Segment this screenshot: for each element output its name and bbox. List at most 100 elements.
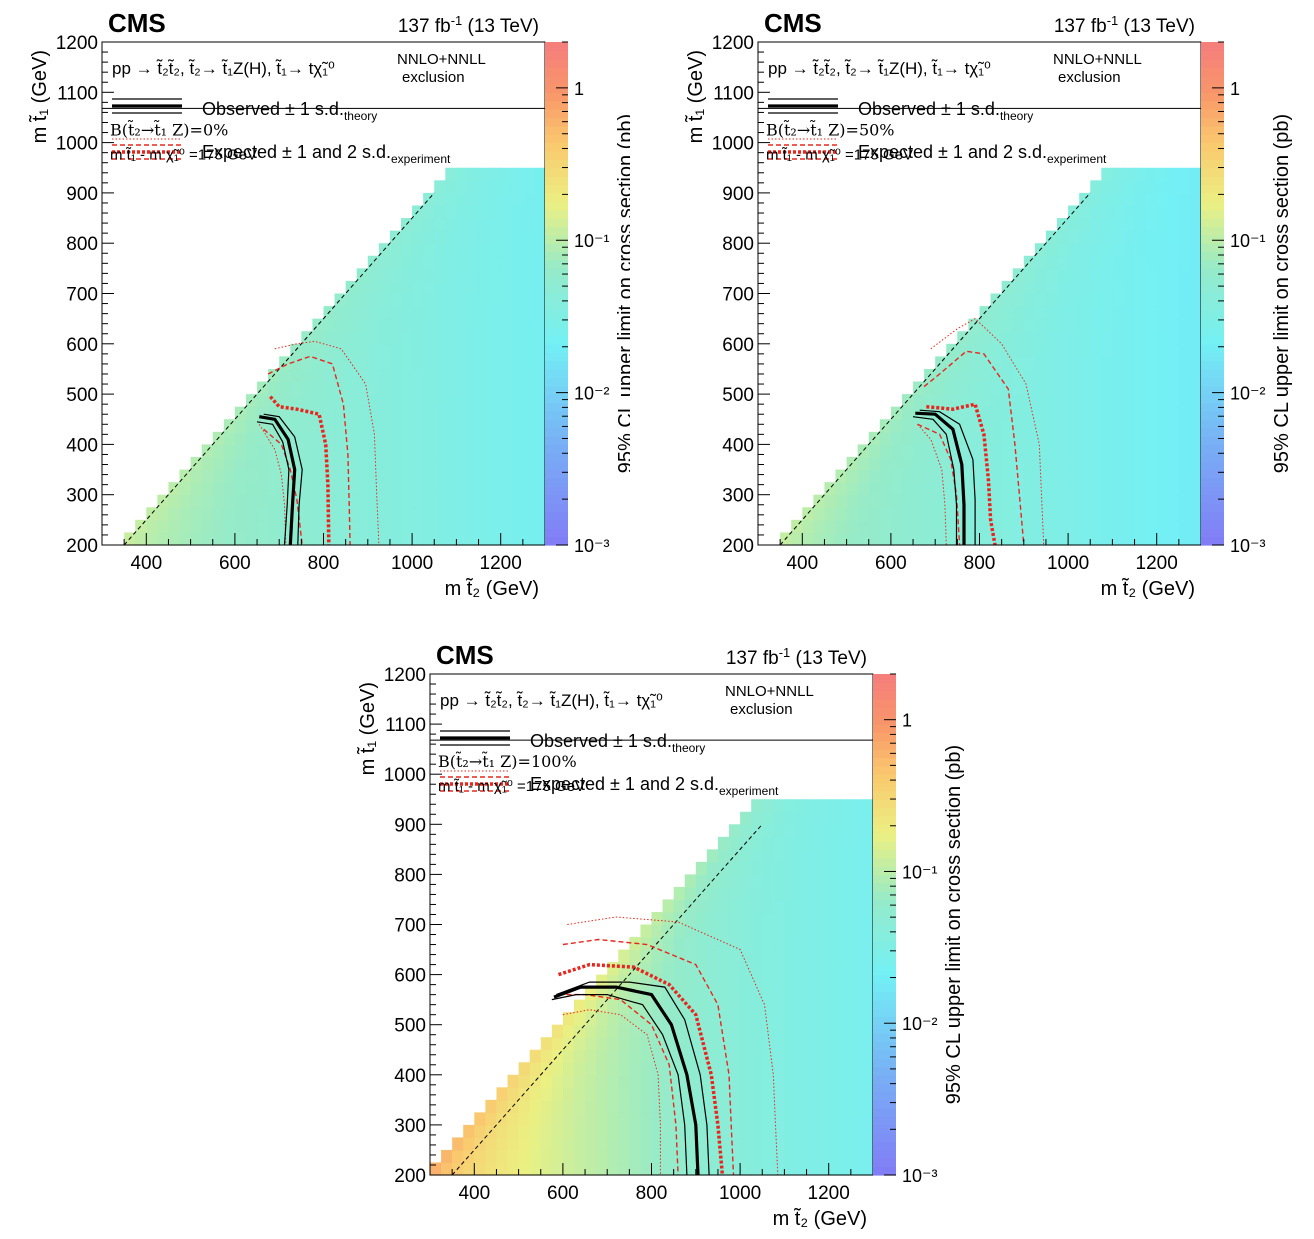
heatmap-cell (412, 343, 424, 357)
heatmap-cell (596, 1012, 608, 1026)
heatmap-cell (323, 331, 336, 345)
heatmap-cell (802, 532, 814, 546)
heatmap-cell (1101, 268, 1113, 282)
heatmap-cell (717, 999, 730, 1013)
heatmap-cell (861, 849, 874, 863)
heatmap-cell (1079, 394, 1091, 408)
color-bar-segment (873, 924, 896, 934)
heatmap-cell (839, 987, 852, 1001)
expected-1sd-up-contour (562, 938, 735, 1176)
x-tick-label: 1200 (480, 553, 522, 574)
heatmap-cell (1090, 519, 1102, 534)
diagonal-line (451, 823, 763, 1176)
heatmap-cell (1101, 280, 1113, 295)
heatmap-cell (452, 1149, 464, 1164)
heatmap-cell (533, 230, 546, 244)
heatmap-cell (467, 243, 480, 257)
heatmap-cell (1068, 343, 1080, 357)
heatmap-cell (1145, 268, 1158, 282)
heatmap-cell (1123, 243, 1136, 257)
heatmap-cell (791, 532, 803, 546)
heatmap-cell (717, 1024, 730, 1038)
heatmap-cell (835, 519, 848, 534)
heatmap-cell (489, 230, 502, 244)
heatmap-cell (868, 519, 881, 534)
heatmap-cell (312, 469, 325, 483)
heatmap-cell (1023, 293, 1036, 307)
heatmap-cell (662, 1149, 675, 1164)
heatmap-cell (1178, 507, 1191, 521)
heatmap-cell (423, 343, 435, 357)
heatmap-cell (467, 406, 480, 420)
heatmap-cell (773, 999, 785, 1013)
heatmap-cell (835, 482, 848, 496)
heatmap-cell (201, 444, 214, 458)
heatmap-cell (924, 482, 936, 496)
heatmap-cell (401, 519, 413, 534)
heatmap-cell (1068, 406, 1080, 420)
heatmap-cell (1057, 293, 1069, 307)
heatmap-cell (717, 962, 730, 976)
heatmap-cell (412, 293, 424, 307)
heatmap-cell (367, 431, 380, 445)
heatmap-cell (1134, 318, 1147, 332)
heatmap-cell (695, 1012, 708, 1026)
heatmap-cell (540, 1112, 553, 1126)
heatmap-cell (518, 1062, 531, 1076)
heatmap-cell (507, 1162, 520, 1176)
heatmap-cell (762, 1087, 774, 1101)
heatmap-cell (312, 343, 325, 357)
heatmap-cell (850, 924, 863, 938)
heatmap-cell (946, 532, 958, 546)
heatmap-cell (423, 243, 435, 257)
heatmap-cell (334, 419, 347, 433)
heatmap-cell (784, 799, 797, 813)
heatmap-cell (323, 469, 336, 483)
heatmap-cell (751, 911, 763, 926)
heatmap-cell (445, 331, 457, 345)
heatmap-cell (729, 1062, 741, 1076)
heatmap-cell (806, 962, 819, 976)
color-bar-segment (545, 436, 568, 445)
heatmap-cell (463, 1124, 475, 1139)
heatmap-cell (496, 1137, 509, 1151)
heatmap-cell (1156, 167, 1169, 181)
heatmap-cell (334, 306, 347, 320)
heatmap-cell (511, 419, 524, 433)
heatmap-cell (279, 519, 291, 534)
heatmap-cell (828, 999, 841, 1013)
heatmap-cell (795, 987, 808, 1001)
heatmap-cell (1101, 494, 1113, 508)
heatmap-cell (890, 532, 903, 546)
heatmap-cell (629, 1149, 642, 1164)
heatmap-cell (323, 343, 336, 357)
color-bar-segment (1201, 243, 1224, 253)
heatmap-cell (268, 469, 280, 483)
heatmap-cell (1134, 255, 1147, 269)
z-tick-label: 10⁻² (902, 1014, 938, 1034)
heatmap-cell (1156, 255, 1169, 269)
color-bar-segment (545, 343, 568, 353)
heatmap-cell (695, 886, 708, 901)
heatmap-cell (157, 519, 170, 534)
color-bar-segment (873, 1024, 896, 1034)
heatmap-cell (740, 937, 752, 951)
heatmap-cell (1123, 381, 1136, 395)
observed-contour (915, 411, 966, 545)
heatmap-cell (607, 1087, 619, 1101)
heatmap-cell (511, 331, 524, 345)
heatmap-cell (935, 507, 947, 521)
heatmap-cell (489, 394, 502, 408)
heatmap-cell (474, 1162, 486, 1176)
heatmap-cell (585, 1124, 597, 1139)
heatmap-cell (268, 431, 280, 445)
heatmap-cell (323, 532, 336, 546)
heatmap-cell (1167, 180, 1180, 194)
heatmap-cell (850, 1037, 863, 1051)
heatmap-cell (500, 456, 513, 471)
heatmap-cell (751, 924, 763, 938)
heatmap-cell (817, 1074, 830, 1088)
heatmap-cell (201, 507, 214, 521)
color-bar-segment (1201, 100, 1224, 110)
color-bar-segment (545, 117, 568, 127)
